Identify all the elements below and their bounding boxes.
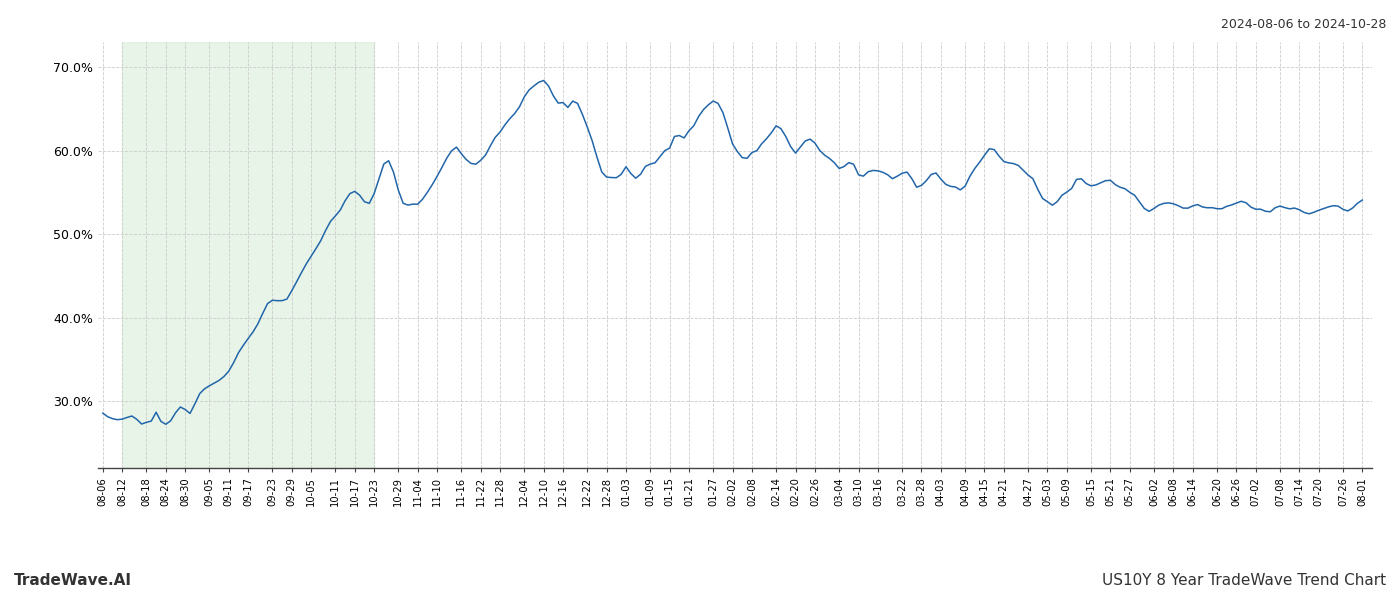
Text: TradeWave.AI: TradeWave.AI <box>14 573 132 588</box>
Text: US10Y 8 Year TradeWave Trend Chart: US10Y 8 Year TradeWave Trend Chart <box>1102 573 1386 588</box>
Text: 2024-08-06 to 2024-10-28: 2024-08-06 to 2024-10-28 <box>1221 18 1386 31</box>
Bar <box>122 42 374 468</box>
